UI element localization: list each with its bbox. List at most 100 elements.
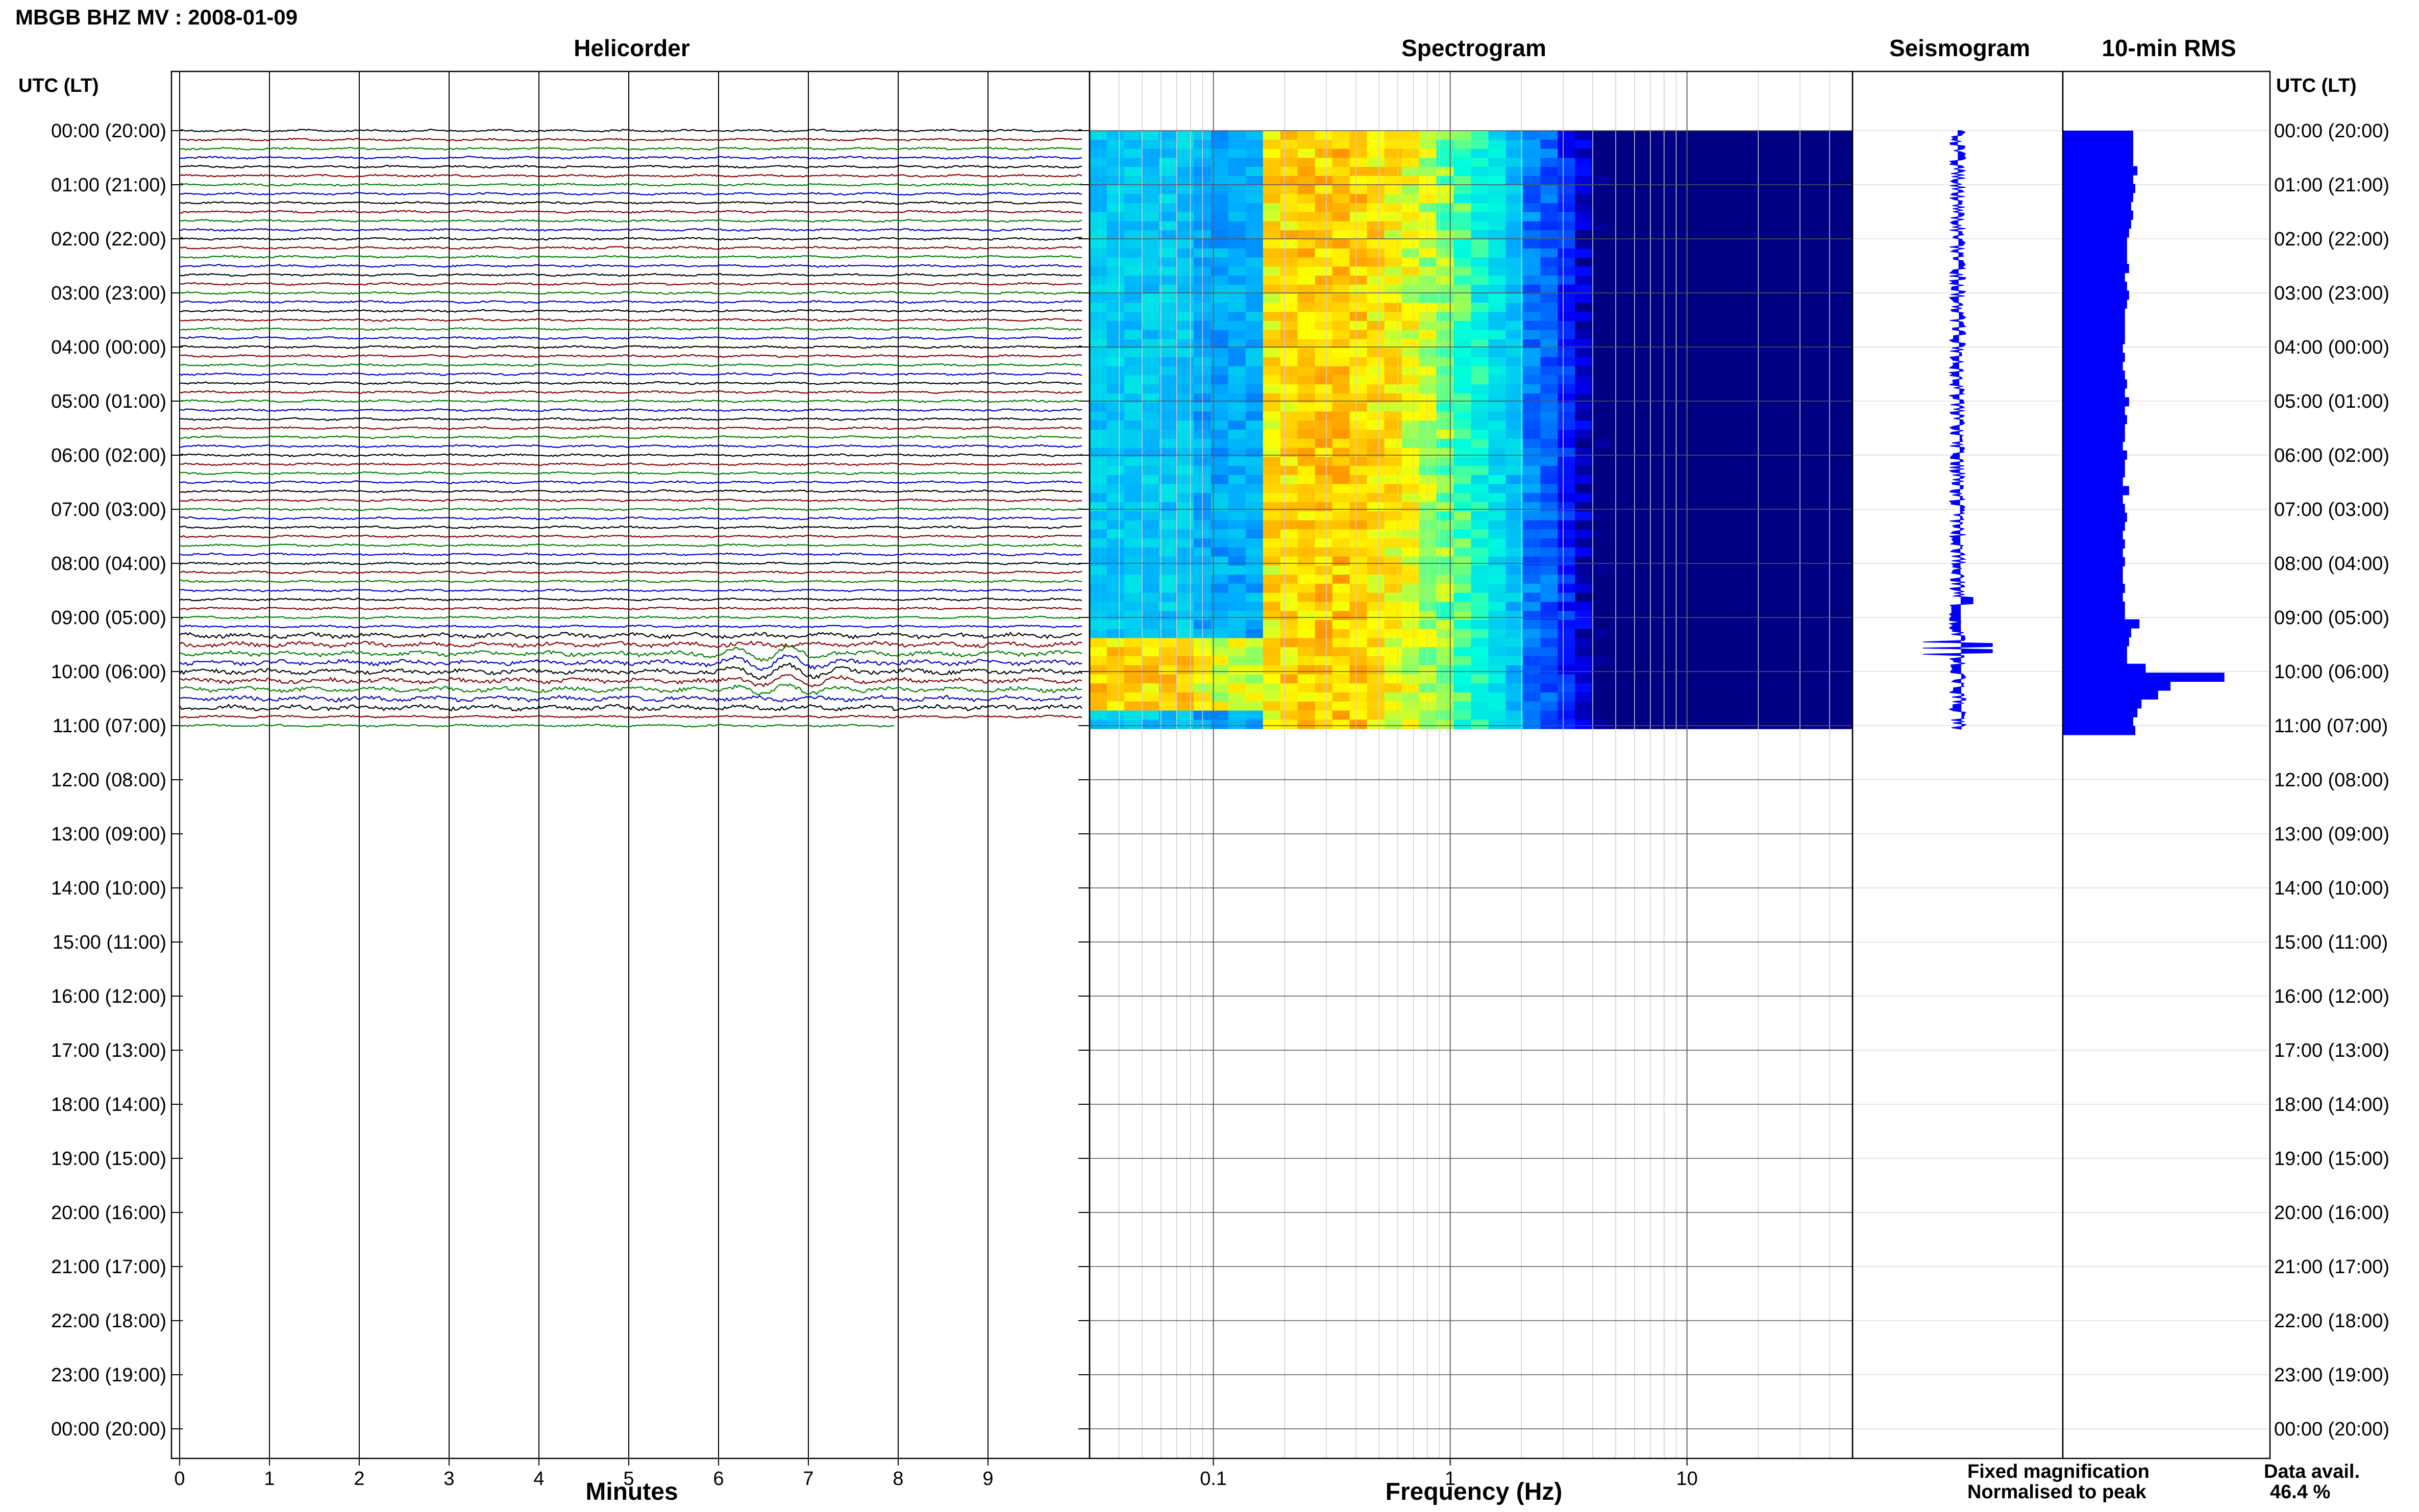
spectrogram-cell [1696,366,1714,376]
spectrogram-cell [1679,556,1697,566]
spectrogram-cell [1714,320,1732,331]
spectrogram-cell [1401,592,1420,603]
spectrogram-cell [1523,194,1541,204]
rms-bar [2063,539,2125,549]
spectrogram-cell [1471,203,1489,213]
spectrogram-cell [1575,257,1593,267]
spectrogram-cell [1679,266,1697,276]
spectrogram-cell [1523,611,1541,621]
time-label-right: 03:00 (23:00) [2274,283,2389,304]
spectrogram-cell [1124,710,1142,721]
spectrogram-cell [1436,148,1454,159]
spectrogram-cell [1540,466,1559,476]
spectrogram-cell [1627,484,1645,494]
spectrogram-cell [1800,556,1818,566]
spectrogram-cell [1453,583,1472,593]
spectrogram-cell [1783,638,1801,648]
spectrogram-cell [1818,312,1836,321]
spectrogram-cell [1610,629,1628,639]
spectrogram-cell [1141,330,1159,340]
spectrogram-cell [1124,629,1142,639]
spectrogram-cell [1523,683,1541,693]
spectrogram-cell [1280,547,1298,557]
spectrogram-cell [1627,131,1645,140]
spectrogram-cell [1401,629,1420,639]
spectrogram-cell [1228,575,1246,584]
spectrogram-cell [1315,701,1333,711]
spectrogram-cell [1245,402,1264,412]
spectrogram-cell [1731,674,1749,684]
rms-bar [2063,202,2131,211]
spectrogram-cell [1141,185,1159,195]
spectrogram-cell [1644,330,1663,340]
spectrogram-cell [1401,674,1420,684]
spectrogram-cell [1679,420,1697,430]
spectrogram-cell [1835,611,1853,621]
spectrogram-cell [1436,366,1454,376]
spectrogram-cell [1280,448,1298,458]
spectrogram-cell [1401,493,1420,503]
spectrogram-cell [1401,420,1420,430]
spectrogram-cell [1280,629,1298,639]
rms-bar [2063,708,2138,717]
spectrogram-cell [1644,348,1663,358]
spectrogram-cell [1696,647,1714,657]
spectrogram-cell [1315,393,1333,403]
spectrogram-cell [1610,303,1628,312]
spectrogram-cell [1505,674,1524,684]
spectrogram-cell [1505,511,1524,521]
spectrogram-cell [1453,720,1472,729]
spectrogram-cell [1558,158,1576,167]
spectrogram-cell [1332,384,1350,394]
spectrogram-cell [1419,538,1437,548]
spectrogram-cell [1141,348,1159,358]
spectrogram-cell [1401,565,1420,575]
spectrogram-cell [1211,312,1229,321]
spectrogram-cell [1731,619,1749,630]
spectrogram-cell [1315,266,1333,276]
spectrogram-cell [1297,592,1316,603]
spectrogram-cell [1783,221,1801,231]
spectrogram-cell [1211,411,1229,422]
spectrogram-cell [1107,248,1125,258]
spectrogram-cell [1124,257,1142,267]
spectrogram-cell [1263,312,1281,321]
spectrogram-cell [1453,674,1472,684]
spectrogram-cell [1818,665,1836,675]
spectrogram-cell [1280,701,1298,711]
spectrogram-cell [1575,638,1593,648]
spectrogram-cell [1610,583,1628,593]
spectrogram-cell [1488,710,1507,721]
spectrogram-cell [1401,339,1420,349]
spectrogram-cell [1228,239,1246,249]
spectrogram-cell [1818,303,1836,312]
spectrogram-cell [1766,438,1784,449]
spectrogram-cell [1436,221,1454,231]
spectrogram-cell [1644,592,1663,603]
spectrogram-cell [1176,484,1194,494]
spectrogram-cell [1263,502,1281,512]
spectrogram-cell [1419,493,1437,503]
spectrogram-cell [1263,602,1281,611]
spectrogram-cell [1610,239,1628,249]
time-axis-label-right: UTC (LT) [2276,75,2357,96]
spectrogram-cell [1558,656,1576,666]
spectrogram-cell [1263,683,1281,693]
spectrogram-cell [1575,131,1593,140]
spectrogram-cell [1662,611,1680,621]
helicorder-trace [179,390,1082,394]
spectrogram-cell [1783,257,1801,267]
spectrogram-cell [1315,239,1333,249]
spectrogram-cell [1488,139,1507,150]
spectrogram-cell [1453,411,1472,422]
spectrogram-cell [1453,248,1472,258]
spectrogram-cell [1835,411,1853,422]
spectrogram-cell [1696,276,1714,285]
helicorder-trace [179,336,1082,340]
rms-bar [2063,139,2133,149]
rms-bar [2063,290,2129,300]
spectrogram-cell [1297,176,1316,186]
spectrogram-cell [1124,375,1142,385]
spectrogram-cell [1401,185,1420,195]
spectrogram-cell [1592,430,1611,439]
